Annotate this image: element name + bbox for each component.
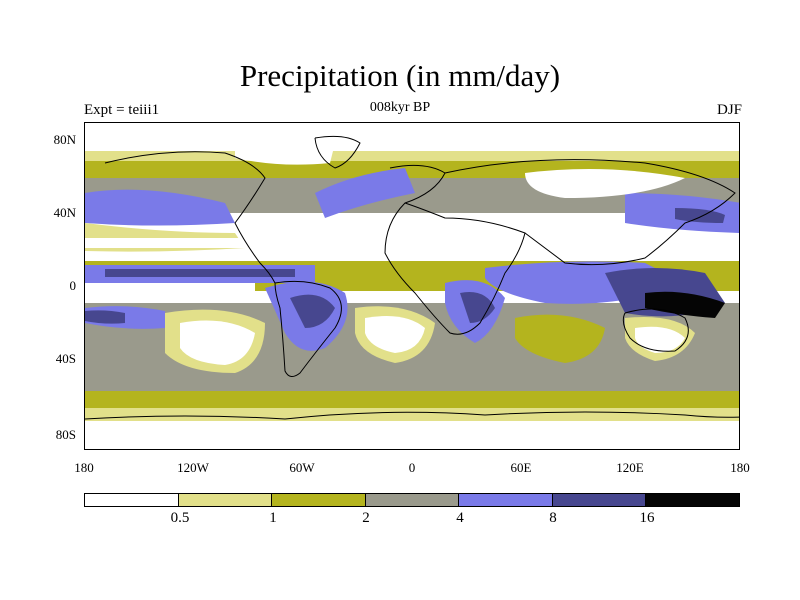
lon-tick-60e: 60E bbox=[510, 460, 532, 475]
colorbar-swatch bbox=[365, 494, 460, 506]
colorbar-swatch bbox=[85, 494, 179, 506]
colorbar-swatch bbox=[459, 494, 553, 506]
colorbar-swatch bbox=[178, 494, 273, 506]
lat-tick-80n: 80N bbox=[53, 132, 76, 147]
lat-tick-0: 0 bbox=[69, 278, 77, 293]
period-label: 008kyr BP bbox=[369, 100, 431, 115]
colorbar-label: 1 bbox=[269, 510, 277, 526]
colorbar-swatch bbox=[552, 494, 647, 506]
lon-tick-60w: 60W bbox=[289, 460, 315, 475]
lat-tick-80s: 80S bbox=[55, 427, 76, 442]
season-label: DJF bbox=[716, 102, 742, 118]
colorbar bbox=[84, 493, 740, 507]
lat-tick-40n: 40N bbox=[53, 205, 76, 220]
colorbar-label: 0.5 bbox=[170, 510, 190, 526]
lon-tick-0: 0 bbox=[408, 460, 416, 475]
lon-tick-120w: 120W bbox=[177, 460, 209, 475]
lat-tick-40s: 40S bbox=[55, 351, 76, 366]
lon-tick-180w: 180 bbox=[74, 460, 94, 475]
colorbar-label: 4 bbox=[456, 510, 464, 526]
lon-tick-180e: 180 bbox=[730, 460, 750, 475]
map-frame bbox=[84, 122, 740, 450]
colorbar-label: 8 bbox=[549, 510, 557, 526]
map-title: Precipitation (in mm/day) bbox=[239, 58, 561, 93]
colorbar-swatch bbox=[646, 494, 740, 506]
experiment-label: Expt = teiii1 bbox=[84, 102, 160, 118]
colorbar-label: 16 bbox=[639, 510, 655, 526]
colorbar-swatch bbox=[272, 494, 366, 506]
lon-tick-120e: 120E bbox=[616, 460, 644, 475]
precipitation-map bbox=[85, 123, 739, 449]
colorbar-label: 2 bbox=[362, 510, 370, 526]
